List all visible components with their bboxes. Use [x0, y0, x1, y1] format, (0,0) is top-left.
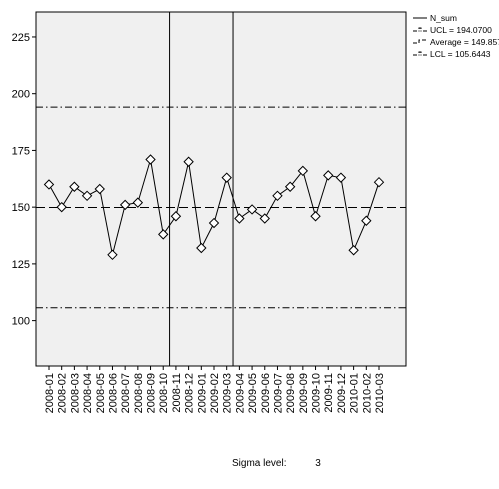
data-point [284, 181, 296, 192]
x-tick-label: 2008-04 [82, 373, 94, 413]
x-tick-label: 2008-03 [69, 373, 81, 413]
x-tick-label: 2009-11 [323, 373, 335, 413]
x-tick-label: 2009-12 [336, 373, 348, 413]
data-point [310, 211, 321, 222]
x-tick-label: 2008-12 [184, 373, 196, 413]
x-tick-label: 2008-06 [107, 373, 119, 413]
legend-item-ucl: UCL = 194.0700 [412, 24, 499, 36]
data-point [348, 245, 359, 256]
sigma-level: Sigma level: 3 [232, 458, 321, 469]
x-tick-label: 2008-11 [171, 373, 183, 413]
legend-label-series: N_sum [430, 13, 457, 23]
data-point [221, 172, 232, 183]
sigma-level-label: Sigma level: [232, 458, 287, 469]
data-point [145, 154, 156, 165]
x-tick-label: 2009-02 [209, 373, 221, 413]
data-point [246, 204, 258, 215]
x-tick-label: 2008-01 [44, 373, 56, 413]
x-tick-label: 2008-05 [95, 373, 107, 413]
legend-swatch-ucl [413, 27, 427, 32]
x-tick-label: 2008-07 [120, 373, 132, 413]
data-point [323, 170, 334, 181]
data-point [119, 199, 131, 211]
data-point [297, 165, 309, 177]
x-tick-label: 2009-03 [222, 373, 234, 413]
x-tick-label: 2009-04 [234, 373, 246, 413]
legend-label-ucl: UCL = 194.0700 [430, 25, 492, 35]
x-tick-label: 2008-08 [133, 373, 145, 413]
data-point [158, 229, 169, 240]
y-tick-label: 150 [12, 202, 30, 214]
x-tick-label: 2009-08 [285, 373, 297, 413]
data-point [94, 183, 105, 195]
y-tick-label: 125 [12, 259, 30, 271]
data-point [170, 211, 182, 222]
legend-item-lcl: LCL = 105.6443 [412, 48, 499, 60]
legend-item-average: Average = 149.8571 [412, 36, 499, 48]
data-point [183, 156, 194, 167]
plot-area [35, 11, 407, 367]
data-point [196, 242, 207, 254]
legend-label-lcl: LCL = 105.6443 [430, 49, 491, 59]
data-point [43, 179, 55, 190]
x-tick-label: 2008-02 [57, 373, 69, 413]
data-point [361, 215, 372, 226]
legend-swatch-average [413, 39, 427, 44]
y-tick-label: 225 [12, 32, 30, 44]
sigma-level-value: 3 [315, 458, 321, 469]
x-tick-label: 2010-02 [361, 373, 373, 413]
x-tick-label: 2009-05 [247, 373, 259, 413]
x-tick-label: 2009-10 [311, 373, 323, 413]
data-point [259, 213, 270, 224]
y-tick-label: 100 [12, 316, 30, 328]
x-tick-label: 2008-10 [158, 373, 170, 413]
y-tick-label: 175 [12, 145, 30, 157]
data-point [132, 197, 144, 208]
data-point [335, 172, 347, 183]
legend-swatch-lcl [413, 51, 427, 56]
x-tick-label: 2009-01 [196, 373, 208, 413]
legend-label-average: Average = 149.8571 [430, 37, 499, 47]
legend-swatch-series [413, 17, 427, 19]
y-tick-label: 200 [12, 89, 30, 101]
x-tick-label: 2010-01 [349, 373, 361, 413]
data-point [56, 201, 67, 213]
legend: N_sum UCL = 194.0700 Average = 149.8571 … [412, 12, 499, 60]
data-point [69, 181, 80, 192]
data-point [107, 249, 118, 261]
data-point [81, 190, 93, 202]
x-tick-label: 2010-03 [374, 373, 386, 413]
data-point [208, 217, 220, 229]
data-point [234, 213, 245, 224]
x-tick-label: 2009-07 [272, 373, 284, 413]
x-tick-label: 2008-09 [146, 373, 158, 413]
legend-item-series: N_sum [412, 12, 499, 24]
data-point [373, 176, 385, 188]
x-tick-label: 2009-06 [260, 373, 272, 413]
x-tick-label: 2009-09 [298, 373, 310, 413]
data-point [272, 190, 283, 202]
